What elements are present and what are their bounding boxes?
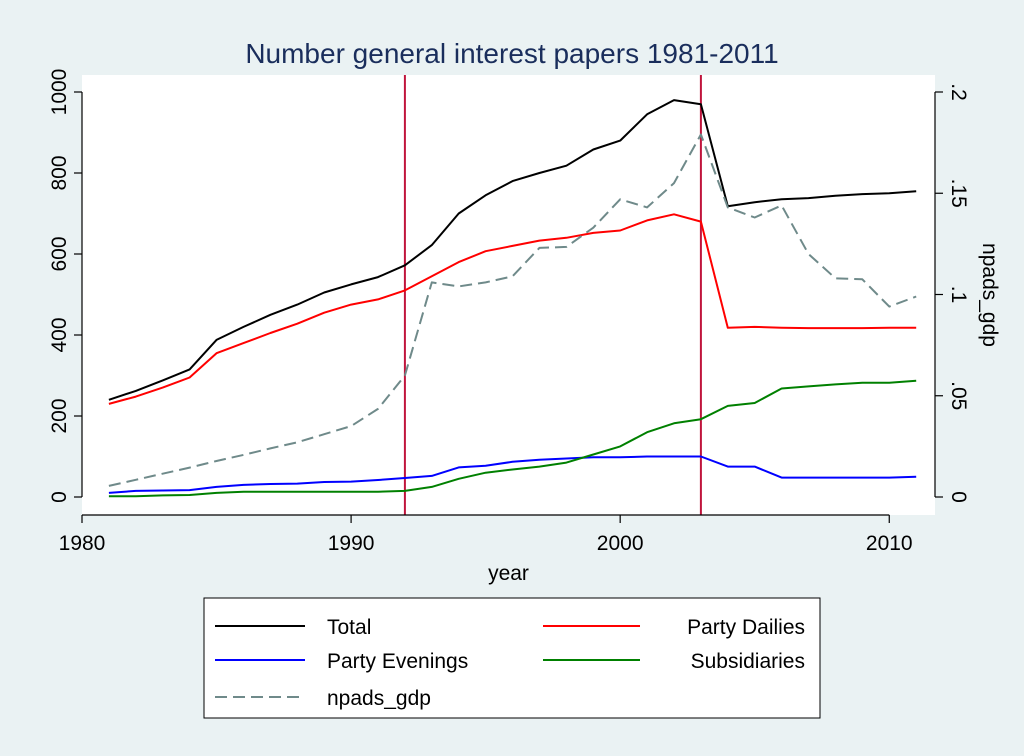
chart-title: Number general interest papers 1981-2011 [245, 38, 778, 69]
right-axis-tick-label: 0 [947, 491, 970, 503]
axes: 0 200 400 600 800 1000 0 .05 .1 .15 .2 1980 1990 2000… [48, 69, 970, 555]
right-axis-tick-label: .05 [947, 381, 970, 410]
left-axis-tick-label: 600 [48, 236, 71, 271]
left-axis-tick-label: 200 [48, 398, 71, 433]
series-line-party-evenings [108, 455, 917, 494]
series-lines [108, 99, 917, 498]
legend-label: Total [327, 616, 371, 639]
series-line-total [108, 99, 917, 401]
x-axis-tick-label: 2000 [597, 532, 644, 555]
reference-lines [403, 75, 702, 515]
legend-box [203, 597, 821, 719]
right-y-axis-label: npads_gdp [978, 243, 1001, 347]
x-axis-tick-label: 2010 [866, 532, 913, 555]
right-axis-tick-label: .1 [947, 286, 970, 304]
plot-background [82, 75, 935, 515]
legend-label: npads_gdp [327, 687, 431, 710]
x-axis-label: year [488, 562, 529, 585]
series-line-party-dailies [108, 213, 917, 405]
x-axis-tick-label: 1980 [59, 532, 106, 555]
legend: Total Party Dailies Party Evenings Subsidia… [203, 597, 821, 719]
legend-label: Subsidiaries [691, 650, 805, 673]
right-axis-tick-label: .2 [947, 83, 970, 101]
legend-label: Party Dailies [687, 616, 805, 639]
series-line-subsidiaries [108, 379, 917, 498]
left-axis-tick-label: 400 [48, 317, 71, 352]
left-axis-tick-label: 1000 [48, 69, 71, 116]
left-axis-tick-label: 800 [48, 155, 71, 190]
left-axis-tick-label: 0 [48, 491, 71, 503]
right-axis-tick-label: .15 [947, 179, 970, 208]
legend-label: Party Evenings [327, 650, 468, 673]
x-axis-tick-label: 1990 [328, 532, 375, 555]
